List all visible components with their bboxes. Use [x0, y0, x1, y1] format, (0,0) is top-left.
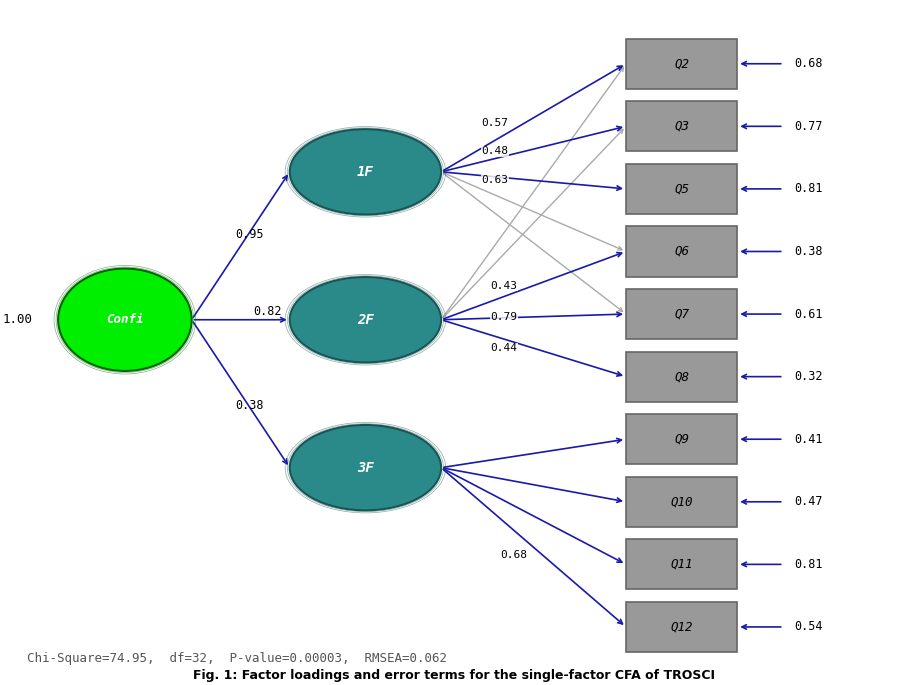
Text: 0.68: 0.68	[500, 550, 527, 560]
Text: Q9: Q9	[674, 433, 689, 446]
Text: Q7: Q7	[674, 308, 689, 321]
Text: Q6: Q6	[674, 245, 689, 258]
FancyBboxPatch shape	[626, 101, 737, 151]
Text: Q8: Q8	[674, 370, 689, 383]
Text: Q10: Q10	[671, 495, 693, 508]
Ellipse shape	[290, 277, 441, 362]
FancyBboxPatch shape	[626, 602, 737, 652]
Text: 0.48: 0.48	[481, 147, 508, 156]
Text: 0.79: 0.79	[491, 312, 517, 322]
Text: 0.82: 0.82	[254, 305, 282, 318]
FancyBboxPatch shape	[626, 227, 737, 277]
Ellipse shape	[58, 269, 192, 371]
Text: 0.81: 0.81	[794, 558, 823, 571]
Text: Q12: Q12	[671, 621, 693, 634]
Text: 0.61: 0.61	[794, 308, 823, 321]
Text: 0.32: 0.32	[794, 370, 823, 383]
FancyBboxPatch shape	[626, 164, 737, 214]
Text: Chi-Square=74.95,  df=32,  P-value=0.00003,  RMSEA=0.062: Chi-Square=74.95, df=32, P-value=0.00003…	[27, 651, 447, 664]
Text: 1.00: 1.00	[3, 313, 33, 326]
Text: Q2: Q2	[674, 58, 689, 71]
Text: 2F: 2F	[357, 313, 374, 327]
Text: 0.54: 0.54	[794, 621, 823, 634]
FancyBboxPatch shape	[626, 289, 737, 339]
Ellipse shape	[290, 425, 441, 510]
Text: 0.81: 0.81	[794, 182, 823, 195]
Text: Q3: Q3	[674, 120, 689, 133]
FancyBboxPatch shape	[626, 39, 737, 89]
Text: 1F: 1F	[357, 165, 374, 179]
Text: Q5: Q5	[674, 182, 689, 195]
Text: 0.38: 0.38	[794, 245, 823, 258]
Text: Confi: Confi	[106, 313, 144, 326]
Text: Q11: Q11	[671, 558, 693, 571]
Text: 3F: 3F	[357, 460, 374, 475]
FancyBboxPatch shape	[626, 477, 737, 527]
Text: 0.41: 0.41	[794, 433, 823, 446]
Text: 0.95: 0.95	[235, 228, 264, 241]
Text: 0.68: 0.68	[794, 58, 823, 71]
Text: Fig. 1: Factor loadings and error terms for the single-factor CFA of TROSCI: Fig. 1: Factor loadings and error terms …	[194, 669, 715, 682]
Text: 0.47: 0.47	[794, 495, 823, 508]
Ellipse shape	[290, 129, 441, 214]
Text: 0.43: 0.43	[491, 281, 517, 290]
Text: 0.77: 0.77	[794, 120, 823, 133]
Text: 0.63: 0.63	[481, 175, 508, 184]
FancyBboxPatch shape	[626, 414, 737, 464]
FancyBboxPatch shape	[626, 351, 737, 401]
FancyBboxPatch shape	[626, 539, 737, 589]
Text: 0.57: 0.57	[481, 119, 508, 128]
Text: 0.38: 0.38	[235, 399, 264, 412]
Text: 0.44: 0.44	[491, 343, 517, 353]
